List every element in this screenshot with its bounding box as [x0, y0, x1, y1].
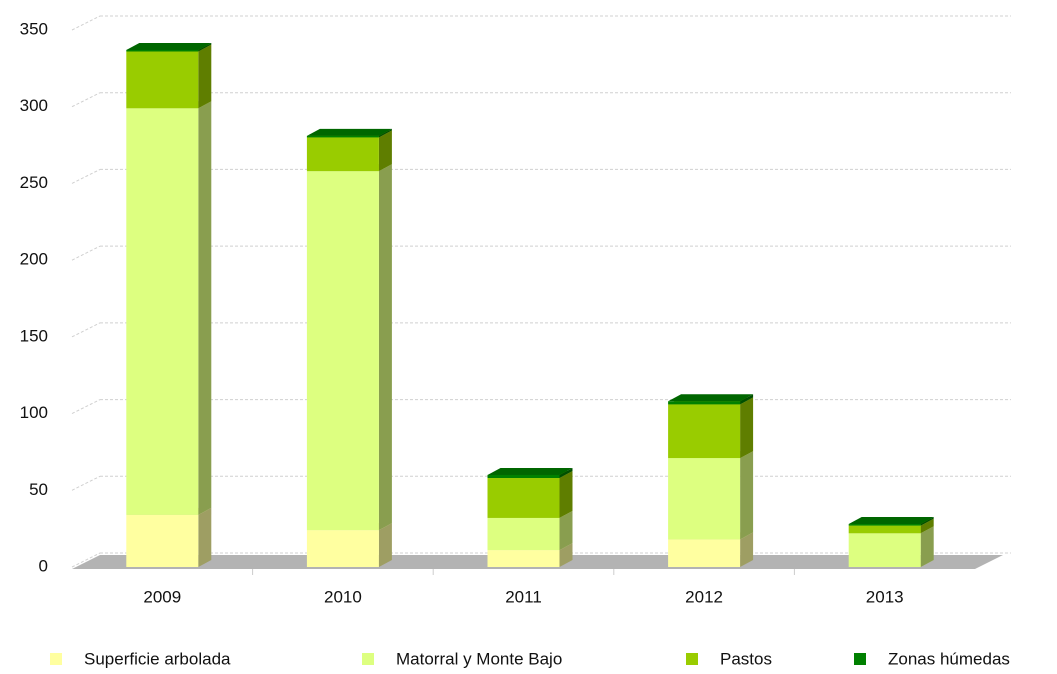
y-tick-label: 0 [39, 556, 48, 575]
x-tick-label: 2011 [505, 587, 542, 606]
bar-side [740, 397, 754, 459]
bar-side [559, 543, 573, 567]
x-tick-label: 2010 [324, 587, 362, 606]
bar-side [198, 101, 212, 515]
legend-label: Superficie arbolada [84, 649, 231, 668]
legend-label: Pastos [720, 649, 772, 668]
bar [126, 51, 199, 109]
bar-side [378, 164, 392, 531]
legend-swatch [686, 653, 698, 665]
y-tick-label: 350 [20, 19, 48, 38]
legend-swatch [50, 653, 62, 665]
grid-line-side [71, 92, 101, 108]
y-tick-label: 300 [20, 96, 48, 115]
y-tick-label: 200 [20, 250, 48, 269]
bar-side [920, 517, 934, 526]
grid-line-side [71, 15, 101, 31]
legend-swatch [854, 653, 866, 665]
y-tick-label: 150 [20, 326, 48, 345]
grid-line-side [71, 168, 101, 184]
bar [306, 137, 379, 172]
bar [487, 474, 560, 479]
legend-label: Matorral y Monte Bajo [396, 649, 562, 668]
bar-side [740, 394, 754, 405]
grid-line-side [71, 552, 101, 568]
bar-side [920, 518, 934, 534]
bar [306, 171, 379, 531]
bar [126, 514, 199, 567]
bar [668, 404, 741, 459]
bar [487, 550, 560, 567]
bar [848, 525, 921, 534]
legend-label: Zonas húmedas [888, 649, 1010, 668]
grid-line-side [71, 475, 101, 491]
y-tick-label: 250 [20, 173, 48, 192]
bar-side [198, 44, 212, 109]
bar-side [378, 128, 392, 138]
bar [848, 533, 921, 567]
bar-top [668, 394, 754, 402]
y-tick-label: 50 [29, 480, 48, 499]
bar-side [559, 467, 573, 479]
bar-side [740, 532, 754, 567]
y-tick-label: 100 [20, 403, 48, 422]
grid-line-side [71, 399, 101, 415]
bar-top [487, 467, 573, 475]
bar [126, 49, 199, 52]
bar [668, 401, 741, 405]
bar [668, 458, 741, 540]
bar [306, 135, 379, 138]
bar-side [920, 526, 934, 567]
bar [848, 524, 921, 526]
bar-side [559, 471, 573, 518]
x-tick-label: 2013 [866, 587, 904, 606]
bar [487, 478, 560, 518]
bar [487, 517, 560, 551]
bar-top [126, 42, 212, 50]
bar-side [378, 130, 392, 172]
bar-side [740, 451, 754, 540]
bar-side [198, 507, 212, 567]
bar-top [306, 128, 392, 136]
x-tick-label: 2012 [685, 587, 723, 606]
bar-side [378, 523, 392, 567]
bar [306, 530, 379, 567]
x-tick-label: 2009 [143, 587, 181, 606]
bar-side [198, 42, 212, 52]
bar [126, 108, 199, 515]
bar-side [559, 510, 573, 551]
bar [668, 539, 741, 567]
grid-line-side [71, 322, 101, 338]
bar-top [848, 517, 934, 525]
grid-line-side [71, 245, 101, 261]
legend-swatch [362, 653, 374, 665]
